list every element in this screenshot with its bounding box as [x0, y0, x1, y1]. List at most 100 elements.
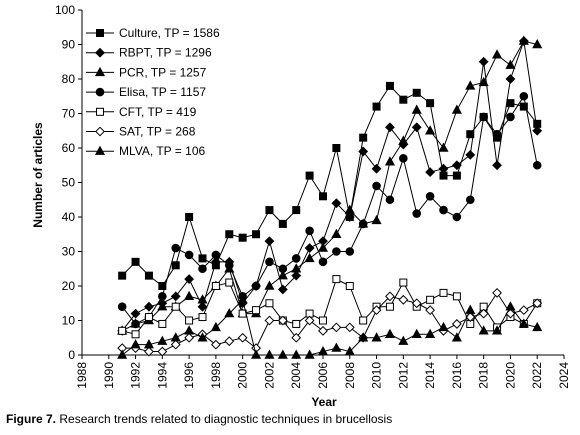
legend-marker — [95, 47, 105, 58]
data-point — [318, 325, 328, 336]
legend-item: Elisa, TP = 1157 — [86, 85, 206, 99]
data-point — [319, 316, 327, 325]
data-point — [331, 322, 342, 333]
data-point — [372, 102, 381, 111]
y-tick-label: 50 — [62, 176, 76, 190]
data-point — [278, 264, 288, 274]
data-point — [451, 319, 462, 329]
data-point — [411, 122, 422, 133]
data-point — [411, 298, 422, 309]
y-tick-label: 20 — [62, 279, 76, 293]
data-point — [184, 290, 195, 301]
data-point — [277, 284, 288, 295]
data-point — [237, 294, 248, 304]
series-line — [122, 291, 538, 353]
data-point — [492, 49, 503, 59]
x-tick-label: 2020 — [503, 362, 517, 389]
legend-item: RBPT, TP = 1296 — [86, 46, 212, 60]
data-point — [157, 346, 168, 357]
data-point — [304, 252, 315, 263]
data-point — [224, 308, 235, 318]
data-point — [331, 228, 342, 238]
data-point — [451, 332, 462, 342]
data-point — [412, 209, 422, 218]
data-point — [170, 339, 181, 350]
data-point — [265, 206, 274, 215]
figure-caption-text: Research trends related to diagnostic te… — [59, 412, 393, 426]
data-point — [197, 332, 208, 342]
data-point — [211, 250, 221, 260]
data-point — [291, 332, 302, 343]
data-point — [451, 160, 462, 171]
data-point — [291, 349, 302, 359]
series-6 — [117, 287, 543, 357]
data-point — [224, 336, 235, 347]
data-point — [371, 305, 382, 316]
data-point — [238, 233, 247, 242]
data-point — [478, 325, 489, 335]
data-point — [398, 135, 409, 145]
data-point — [184, 274, 195, 285]
line-chart: 0 10 20 30 40 50 60 70 80 90 100 1988 1990 1992 1994 19… — [31, 3, 571, 409]
data-point — [519, 102, 528, 111]
data-point — [518, 35, 529, 45]
data-point — [225, 230, 234, 239]
data-point — [439, 205, 448, 215]
data-point — [265, 257, 274, 267]
data-point — [359, 133, 368, 142]
x-tick-label: 2012 — [396, 362, 410, 389]
legend-marker — [95, 87, 105, 97]
data-point — [264, 349, 275, 359]
y-tick-label: 90 — [62, 38, 76, 52]
y-tick-label: 80 — [62, 72, 76, 86]
legend-label: CFT, TP = 419 — [119, 105, 197, 119]
x-tick-label: 2016 — [450, 362, 464, 389]
data-point — [532, 160, 542, 170]
series-line — [121, 85, 538, 287]
data-point — [438, 142, 449, 152]
data-point — [518, 305, 529, 316]
data-point — [184, 325, 195, 335]
data-point — [157, 335, 168, 345]
series-line — [122, 278, 538, 335]
data-point — [131, 330, 140, 339]
data-point — [452, 212, 462, 222]
data-point — [185, 316, 194, 325]
x-tick-label: 2014 — [423, 362, 437, 389]
legend-marker — [96, 29, 104, 37]
data-point — [505, 59, 516, 69]
data-point — [492, 287, 502, 298]
data-point — [198, 313, 207, 322]
data-point — [170, 291, 181, 302]
data-point — [158, 319, 167, 328]
data-point — [171, 261, 180, 270]
data-point — [344, 204, 355, 214]
data-point — [385, 122, 395, 133]
data-point — [372, 181, 381, 191]
data-point — [478, 308, 489, 319]
data-point — [197, 301, 208, 312]
data-point — [465, 149, 476, 160]
data-point — [438, 163, 449, 174]
data-point — [398, 335, 409, 345]
data-point — [385, 195, 395, 205]
data-point — [505, 74, 516, 84]
data-point — [384, 156, 395, 166]
data-point — [184, 332, 195, 343]
x-tick-label: 2024 — [557, 362, 571, 389]
data-point — [332, 144, 341, 152]
legend-label: Culture, TP = 1586 — [119, 26, 220, 40]
data-point — [118, 326, 127, 335]
data-point — [144, 271, 153, 280]
x-axis-label: Year — [311, 395, 337, 409]
data-point — [331, 198, 342, 209]
data-point — [131, 257, 140, 266]
data-point — [439, 288, 448, 297]
data-point — [532, 298, 543, 309]
data-point — [345, 282, 354, 290]
data-point — [492, 325, 503, 335]
data-point — [452, 171, 461, 180]
data-point — [184, 250, 194, 260]
legend-label: RBPT, TP = 1296 — [119, 46, 212, 60]
data-point — [426, 99, 435, 108]
